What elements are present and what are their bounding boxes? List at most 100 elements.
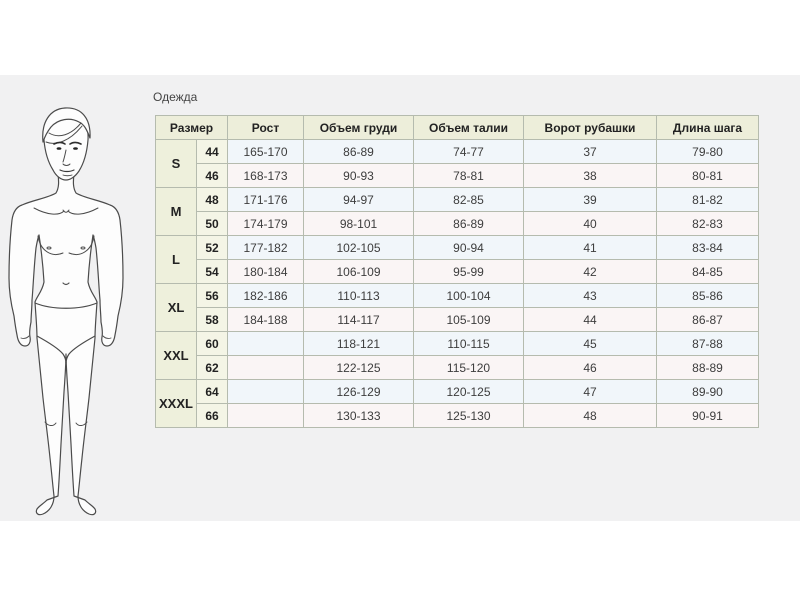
cell-height: 165-170: [227, 139, 304, 164]
cell-height: [227, 379, 304, 404]
cell-step: 82-83: [656, 211, 759, 236]
cell-step: 81-82: [656, 187, 759, 212]
table-row: S 44 165-170 86-89 74-77 37 79-80: [155, 139, 759, 188]
cell-waist: 110-115: [413, 331, 524, 356]
cell-collar: 42: [523, 259, 657, 284]
section-label: Одежда: [153, 90, 198, 104]
cell-waist: 78-81: [413, 163, 524, 188]
cell-step: 84-85: [656, 259, 759, 284]
cell-waist: 95-99: [413, 259, 524, 284]
table-row: 50 174-179 98-101 86-89 40 82-83: [156, 211, 759, 236]
cell-chest: 130-133: [303, 403, 414, 428]
cell-collar: 44: [523, 307, 657, 332]
cell-waist: 82-85: [413, 187, 524, 212]
header-row: Размер Рост Объем груди Объем талии Воро…: [155, 115, 759, 140]
cell-collar: 37: [523, 139, 657, 164]
cell-collar: 39: [523, 187, 657, 212]
size-num-cell: 60: [196, 331, 228, 356]
cell-step: 86-87: [656, 307, 759, 332]
size-num-cell: 46: [196, 163, 228, 188]
cell-step: 88-89: [656, 355, 759, 380]
cell-waist: 125-130: [413, 403, 524, 428]
cell-collar: 47: [523, 379, 657, 404]
cell-chest: 118-121: [303, 331, 414, 356]
cell-waist: 100-104: [413, 283, 524, 308]
cell-step: 87-88: [656, 331, 759, 356]
size-letter-cell: L: [155, 235, 197, 284]
size-num-cell: 64: [196, 379, 228, 404]
table-row: 58 184-188 114-117 105-109 44 86-87: [156, 307, 759, 332]
size-letter-cell: M: [155, 187, 197, 236]
column-header-step: Длина шага: [656, 115, 759, 140]
table-row: XXXL 64 126-129 120-125 47 89-90: [155, 379, 759, 428]
cell-step: 83-84: [656, 235, 759, 260]
man-figure-icon: [8, 107, 124, 516]
cell-step: 89-90: [656, 379, 759, 404]
cell-height: 180-184: [227, 259, 304, 284]
table-row: XXL 60 118-121 110-115 45 87-88: [155, 331, 759, 380]
cell-height: 174-179: [227, 211, 304, 236]
size-letter-cell: S: [155, 139, 197, 188]
cell-chest: 106-109: [303, 259, 414, 284]
cell-collar: 40: [523, 211, 657, 236]
cell-height: 182-186: [227, 283, 304, 308]
cell-collar: 45: [523, 331, 657, 356]
cell-chest: 86-89: [303, 139, 414, 164]
size-num-cell: 58: [196, 307, 228, 332]
cell-chest: 98-101: [303, 211, 414, 236]
cell-collar: 48: [523, 403, 657, 428]
size-num-cell: 48: [196, 187, 228, 212]
cell-height: 168-173: [227, 163, 304, 188]
size-num-cell: 62: [196, 355, 228, 380]
cell-waist: 105-109: [413, 307, 524, 332]
cell-waist: 115-120: [413, 355, 524, 380]
column-header-chest: Объем груди: [303, 115, 414, 140]
cell-height: [227, 331, 304, 356]
table-row: 62 122-125 115-120 46 88-89: [156, 355, 759, 380]
column-header-size: Размер: [155, 115, 228, 140]
cell-collar: 38: [523, 163, 657, 188]
cell-height: [227, 355, 304, 380]
cell-step: 85-86: [656, 283, 759, 308]
cell-chest: 126-129: [303, 379, 414, 404]
cell-collar: 46: [523, 355, 657, 380]
cell-waist: 74-77: [413, 139, 524, 164]
size-chart-table: Размер Рост Объем груди Объем талии Воро…: [155, 115, 759, 428]
table-row: 54 180-184 106-109 95-99 42 84-85: [156, 259, 759, 284]
cell-step: 80-81: [656, 163, 759, 188]
cell-collar: 43: [523, 283, 657, 308]
cell-chest: 94-97: [303, 187, 414, 212]
cell-chest: 90-93: [303, 163, 414, 188]
cell-step: 79-80: [656, 139, 759, 164]
cell-chest: 102-105: [303, 235, 414, 260]
size-num-cell: 44: [196, 139, 228, 164]
cell-step: 90-91: [656, 403, 759, 428]
man-figure-illustration: [4, 86, 132, 520]
table-row: M 48 171-176 94-97 82-85 39 81-82: [155, 187, 759, 236]
table-row: 66 130-133 125-130 48 90-91: [156, 403, 759, 428]
cell-waist: 90-94: [413, 235, 524, 260]
column-header-height: Рост: [227, 115, 304, 140]
table-row: XL 56 182-186 110-113 100-104 43 85-86: [155, 283, 759, 332]
cell-height: [227, 403, 304, 428]
table-row: 46 168-173 90-93 78-81 38 80-81: [156, 163, 759, 188]
table-row: L 52 177-182 102-105 90-94 41 83-84: [155, 235, 759, 284]
cell-height: 171-176: [227, 187, 304, 212]
size-letter-cell: XXL: [155, 331, 197, 380]
cell-chest: 122-125: [303, 355, 414, 380]
column-header-collar: Ворот рубашки: [523, 115, 657, 140]
size-num-cell: 54: [196, 259, 228, 284]
size-letter-cell: XL: [155, 283, 197, 332]
size-num-cell: 52: [196, 235, 228, 260]
size-num-cell: 56: [196, 283, 228, 308]
size-num-cell: 50: [196, 211, 228, 236]
cell-chest: 110-113: [303, 283, 414, 308]
column-header-waist: Объем талии: [413, 115, 524, 140]
cell-chest: 114-117: [303, 307, 414, 332]
cell-waist: 86-89: [413, 211, 524, 236]
cell-collar: 41: [523, 235, 657, 260]
cell-height: 184-188: [227, 307, 304, 332]
cell-waist: 120-125: [413, 379, 524, 404]
size-num-cell: 66: [196, 403, 228, 428]
